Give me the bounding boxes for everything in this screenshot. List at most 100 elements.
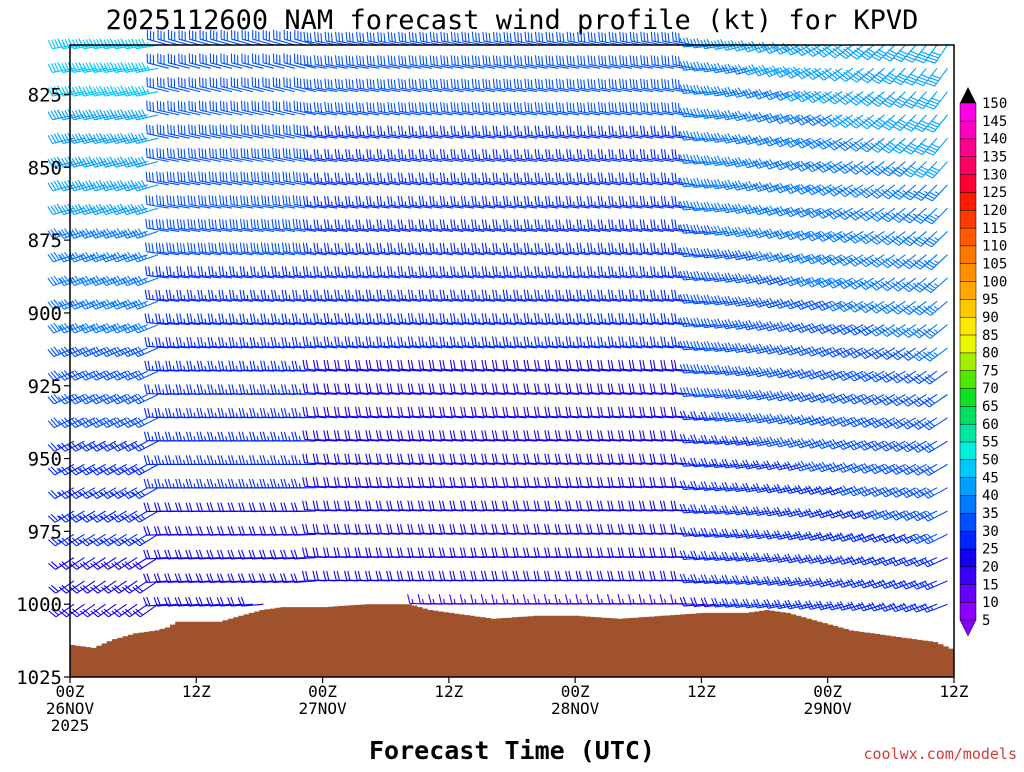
barb-flag: [279, 173, 280, 182]
barb-flag: [212, 219, 213, 228]
barb-flag: [430, 102, 431, 111]
barb-flag: [474, 548, 476, 557]
barb-flag: [286, 149, 287, 158]
barb-flag: [451, 172, 452, 181]
barb-flag: [373, 80, 374, 89]
barb-flag: [390, 431, 392, 440]
barb-flag: [156, 314, 158, 323]
barb-flag: [263, 455, 266, 464]
barb-half-flag: [374, 131, 375, 136]
barb-half-flag: [373, 342, 374, 347]
barb-flag: [458, 80, 459, 89]
barb-flag: [232, 455, 235, 464]
barb-flag: [148, 361, 150, 370]
barb-flag: [419, 219, 420, 228]
barb-half-flag: [433, 599, 434, 604]
barb-flag: [155, 455, 158, 464]
barb-flag: [380, 267, 382, 276]
barb-flag: [306, 454, 308, 463]
barb-flag: [401, 524, 403, 533]
barb-flag: [178, 172, 179, 181]
barb-half-flag: [289, 389, 290, 394]
barb-flag: [432, 524, 434, 533]
barb-flag: [156, 290, 158, 299]
barb-flag: [199, 172, 200, 181]
barb-flag: [202, 149, 203, 158]
barb-flag: [409, 172, 410, 181]
barb-flag: [380, 243, 381, 252]
barb-flag: [197, 432, 199, 441]
barb-flag: [303, 219, 304, 228]
barb-flag: [422, 454, 424, 463]
barb-flag: [216, 196, 217, 205]
barb-flag: [328, 196, 329, 205]
barb-flag: [253, 361, 255, 370]
barb-flag: [387, 454, 389, 463]
barb-flag: [242, 101, 243, 110]
barb-flag: [226, 173, 227, 182]
barb-flag: [241, 148, 242, 157]
barb-half-flag: [300, 366, 301, 371]
barb-flag: [440, 196, 441, 205]
barb-half-flag: [405, 248, 406, 253]
barb-flag: [366, 477, 368, 486]
barb-flag: [363, 80, 364, 89]
barb-flag: [177, 337, 179, 346]
barb-flag: [153, 126, 154, 135]
barb-staff: [137, 162, 158, 168]
barb-flag: [254, 267, 255, 276]
barb-flag: [179, 385, 181, 394]
barb-half-flag: [437, 295, 438, 300]
barb-staff: [190, 63, 211, 69]
barb-flag: [328, 290, 329, 299]
barb-flag: [297, 125, 298, 134]
barb-flag: [462, 55, 463, 64]
barb-flag: [401, 196, 402, 205]
barb-half-flag: [405, 318, 406, 323]
barb-flag: [408, 571, 410, 580]
barb-flag: [331, 80, 332, 89]
barb-flag: [240, 361, 242, 370]
barb-flag: [464, 431, 466, 440]
barb-flag: [207, 479, 210, 488]
barb-flag: [310, 80, 311, 89]
barb-flag: [335, 360, 337, 369]
barb-flag: [304, 79, 305, 88]
barb-flag: [221, 479, 224, 488]
barb-flag: [285, 314, 287, 323]
barb-half-flag: [479, 225, 480, 230]
barb-flag: [275, 290, 277, 299]
barb-flag: [324, 243, 325, 252]
barb-flag: [215, 220, 216, 229]
barb-half-flag: [311, 155, 312, 160]
barb-staff: [137, 185, 158, 191]
barb-flag: [429, 594, 431, 603]
barb-flag: [295, 361, 297, 370]
barb-flag: [328, 173, 329, 182]
barb-flag: [166, 384, 168, 393]
barb-flag: [335, 196, 336, 205]
barb-flag: [300, 196, 301, 205]
barb-flag: [454, 103, 455, 112]
barb-half-flag: [331, 318, 332, 323]
barb-flag: [440, 430, 442, 439]
barb-flag: [486, 103, 487, 112]
barb-flag: [388, 196, 389, 205]
barb-flag: [338, 384, 340, 393]
barb-flag: [345, 430, 347, 439]
barb-flag: [359, 220, 360, 229]
barb-half-flag: [163, 342, 164, 347]
barb-half-flag: [268, 413, 269, 418]
barb-half-flag: [426, 248, 427, 253]
barb-flag: [144, 455, 147, 464]
barb-flag: [420, 102, 421, 111]
barb-flag: [297, 172, 298, 181]
barb-flag: [328, 267, 329, 276]
barb-flag: [181, 219, 182, 228]
barb-flag: [306, 501, 308, 510]
barb-flag: [265, 172, 266, 181]
barb-half-flag: [152, 413, 153, 418]
barb-half-flag: [352, 318, 353, 323]
barb-flag: [262, 148, 263, 157]
barb-flag: [297, 101, 298, 110]
